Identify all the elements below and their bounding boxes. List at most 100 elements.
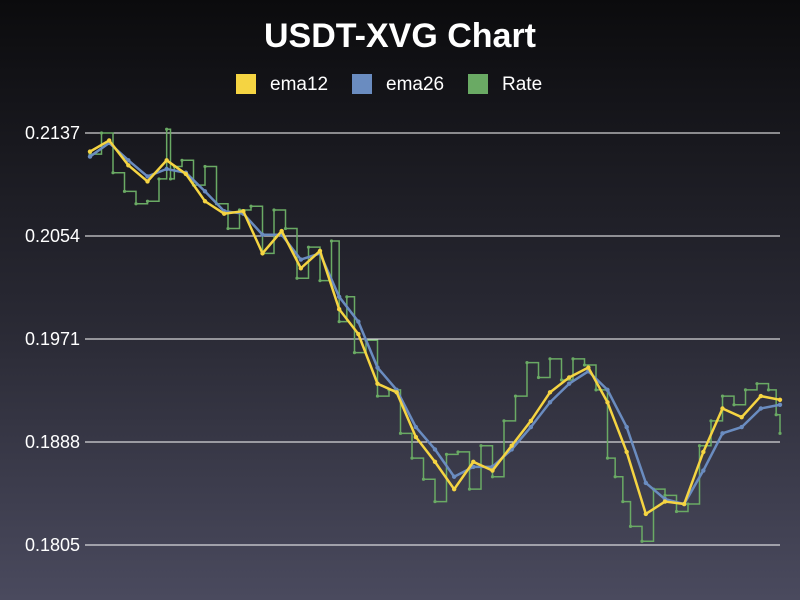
data-point: [451, 474, 457, 479]
data-point: [145, 179, 150, 184]
data-point: [375, 365, 380, 370]
data-point: [709, 419, 713, 423]
data-point: [272, 208, 276, 212]
data-point: [663, 493, 667, 497]
data-point: [502, 419, 506, 423]
data-point: [701, 449, 706, 455]
data-point: [643, 480, 649, 486]
data-point: [318, 279, 322, 283]
data-point: [467, 487, 472, 491]
data-point: [413, 434, 419, 440]
data-point: [336, 294, 342, 300]
data-point: [421, 477, 426, 481]
data-point: [479, 444, 483, 448]
data-point: [640, 539, 644, 543]
data-point: [394, 390, 399, 395]
data-point: [732, 403, 736, 407]
data-point: [605, 400, 610, 405]
data-point: [345, 295, 349, 299]
data-point: [456, 450, 460, 454]
data-point: [720, 394, 725, 398]
data-point: [513, 394, 518, 398]
legend: ema12 ema26 Rate: [236, 74, 542, 95]
data-point: [157, 177, 161, 181]
data-point: [528, 424, 534, 430]
data-point: [432, 459, 438, 465]
data-point: [697, 444, 702, 448]
data-point: [621, 499, 625, 504]
data-point: [279, 228, 284, 234]
data-point: [111, 171, 115, 175]
data-point: [774, 413, 778, 417]
series-ema26: [87, 140, 783, 507]
data-point: [720, 431, 725, 436]
series-rate: [88, 127, 782, 543]
data-point: [87, 154, 93, 159]
data-point: [559, 378, 564, 382]
data-point: [571, 357, 575, 361]
series-line: [90, 128, 781, 543]
y-axis-ticks: 0.2137 0.2054 0.1971 0.1888 0.1805: [25, 123, 80, 555]
series-ema12: [87, 138, 783, 517]
data-point: [509, 443, 514, 448]
data-point: [605, 387, 610, 393]
data-point: [298, 266, 304, 271]
data-point: [548, 357, 552, 361]
data-point: [99, 131, 104, 135]
data-point: [306, 245, 311, 249]
data-point: [643, 511, 649, 517]
data-point: [260, 251, 265, 256]
data-point: [145, 174, 150, 179]
y-tick-label: 0.2137: [25, 123, 80, 143]
chart-title: USDT-XVG Chart: [264, 17, 536, 55]
data-point: [168, 177, 173, 181]
data-point: [375, 394, 380, 398]
data-point: [398, 431, 403, 435]
data-point: [221, 211, 227, 216]
data-point: [471, 464, 476, 470]
legend-label: ema26: [386, 74, 444, 95]
data-point: [126, 158, 131, 163]
data-point: [433, 499, 437, 504]
data-point: [329, 239, 334, 243]
plot-area: [87, 127, 783, 543]
data-point: [432, 447, 438, 452]
series-line: [89, 138, 781, 516]
data-point: [87, 149, 93, 154]
data-point: [356, 319, 361, 324]
data-point: [134, 202, 138, 206]
y-tick-label: 0.1971: [25, 329, 80, 349]
data-point: [183, 171, 189, 177]
data-point: [701, 468, 706, 473]
data-point: [605, 456, 610, 460]
data-point: [758, 393, 764, 399]
y-tick-label: 0.1805: [25, 535, 80, 555]
legend-swatch: [468, 74, 488, 94]
legend-label: Rate: [502, 74, 542, 95]
data-point: [628, 524, 633, 528]
data-point: [106, 138, 112, 143]
data-point: [566, 375, 572, 380]
data-point: [164, 166, 169, 172]
data-point: [337, 320, 341, 324]
y-tick-label: 0.1888: [25, 432, 80, 452]
data-point: [777, 402, 783, 407]
gridlines: [85, 132, 780, 546]
data-point: [739, 414, 744, 420]
data-point: [490, 475, 495, 479]
legend-swatch: [236, 74, 256, 94]
data-point: [295, 276, 299, 280]
data-point: [766, 388, 771, 392]
data-point: [413, 424, 419, 430]
data-point: [451, 486, 457, 492]
data-point: [624, 424, 629, 430]
data-point: [145, 199, 150, 203]
y-tick-label: 0.2054: [25, 226, 80, 246]
data-point: [471, 459, 476, 465]
data-point: [739, 424, 744, 430]
data-point: [241, 208, 246, 214]
data-point: [336, 307, 342, 312]
legend-swatch: [352, 74, 372, 94]
data-point: [662, 499, 668, 504]
data-point: [352, 351, 357, 355]
